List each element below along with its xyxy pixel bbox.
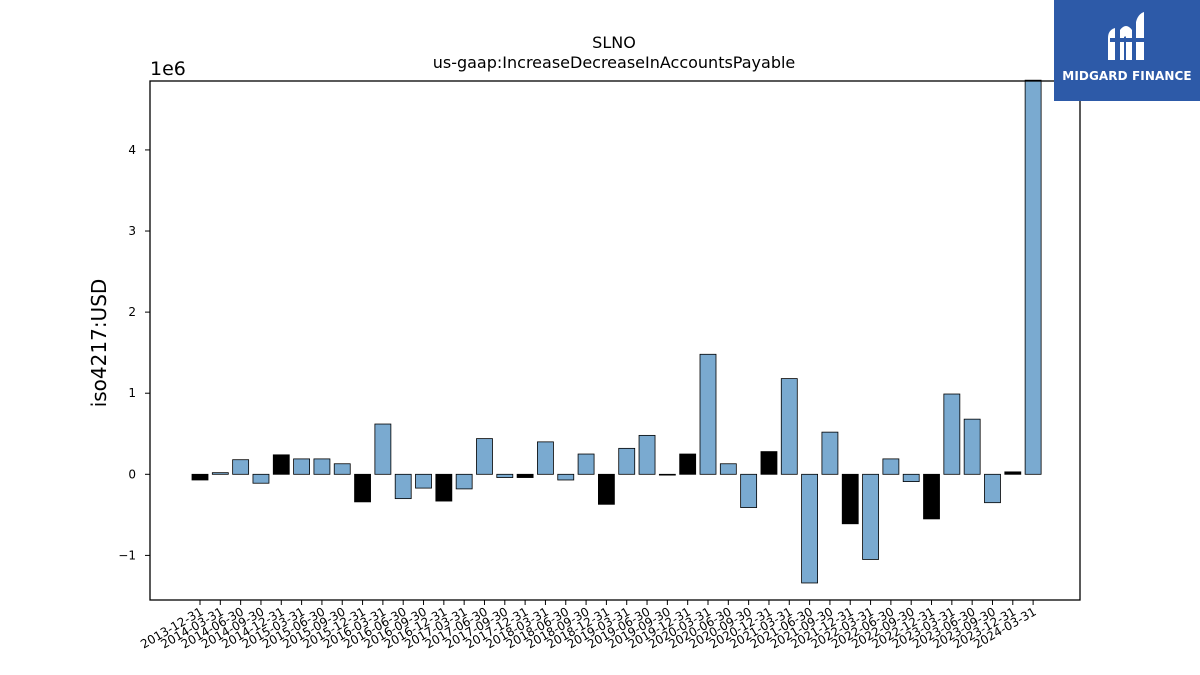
bar-2021-03-31 bbox=[780, 378, 798, 475]
bar-2017-06-30 bbox=[476, 438, 493, 475]
y-tick-label: −1 bbox=[118, 548, 136, 562]
bar-2021-06-30 bbox=[801, 473, 818, 584]
bar-2019-09-30 bbox=[658, 473, 676, 476]
y-tick-label: 3 bbox=[128, 224, 136, 238]
y-axis-label: iso4217:USD bbox=[87, 279, 111, 408]
bar-2024-03-31 bbox=[1024, 79, 1042, 475]
bar-2019-03-31 bbox=[618, 447, 636, 475]
bar-2023-09-30 bbox=[984, 473, 1001, 504]
y-tick-label: 0 bbox=[128, 467, 136, 481]
bar-2013-12-31 bbox=[191, 473, 209, 481]
logo-text: MIDGARD FINANCE bbox=[1062, 69, 1192, 83]
x-ticks: 2013-12-312014-03-312014-06-302014-09-30… bbox=[138, 600, 1039, 651]
chart-title: SLNO bbox=[592, 33, 636, 52]
y-ticks: −1 0 1 2 3 4 bbox=[118, 143, 150, 562]
bar-2016-09-30 bbox=[415, 473, 432, 489]
midgard-finance-logo: MIDGARD FINANCE bbox=[1054, 0, 1200, 101]
bar-2015-03-31 bbox=[293, 458, 311, 475]
bar-2017-03-31 bbox=[455, 473, 473, 490]
bar-2020-06-30 bbox=[719, 463, 737, 475]
bar-2023-03-31 bbox=[943, 393, 961, 475]
bar-2019-06-30 bbox=[638, 434, 656, 475]
bar-2020-12-31 bbox=[760, 451, 778, 475]
bars-layer bbox=[191, 79, 1042, 584]
y-tick-label: 2 bbox=[128, 305, 136, 319]
bar-2018-09-30 bbox=[577, 453, 595, 475]
bar-2014-12-31 bbox=[272, 454, 290, 475]
bar-2015-12-31 bbox=[354, 473, 371, 503]
bar-2020-09-30 bbox=[740, 473, 758, 508]
bar-2020-03-31 bbox=[699, 353, 717, 475]
bar-2016-06-30 bbox=[394, 473, 412, 500]
bar-2016-03-31 bbox=[374, 423, 392, 475]
bar-2018-12-31 bbox=[598, 473, 615, 505]
bar-2015-09-30 bbox=[333, 463, 351, 475]
bar-2014-03-31 bbox=[211, 472, 229, 475]
y-tick-label: 4 bbox=[128, 143, 136, 157]
bar-2023-06-30 bbox=[963, 418, 981, 475]
bar-2017-12-31 bbox=[516, 473, 534, 478]
bar-2014-09-30 bbox=[252, 473, 270, 484]
bar-2021-09-30 bbox=[821, 431, 839, 475]
bar-2022-03-31 bbox=[862, 473, 879, 560]
plot-frame bbox=[149, 80, 1081, 601]
bar-2014-06-30 bbox=[232, 459, 250, 475]
bar-2021-12-31 bbox=[841, 473, 859, 525]
y-axis-offset-label: 1e6 bbox=[150, 58, 186, 80]
bar-2016-12-31 bbox=[435, 473, 453, 502]
bar-2018-03-31 bbox=[537, 441, 554, 475]
midgard-logo-icon bbox=[1108, 12, 1144, 60]
chart-subtitle: us-gaap:IncreaseDecreaseInAccountsPayabl… bbox=[433, 53, 796, 72]
bar-2022-12-31 bbox=[923, 473, 940, 520]
y-tick-label: 1 bbox=[128, 386, 136, 400]
bar-2015-06-30 bbox=[313, 458, 331, 475]
bar-2017-09-30 bbox=[496, 473, 514, 478]
bar-2023-12-31 bbox=[1004, 471, 1022, 475]
bar-2022-06-30 bbox=[882, 458, 900, 475]
bar-2018-06-30 bbox=[557, 473, 575, 481]
bar-2022-09-30 bbox=[902, 473, 920, 482]
bar-2019-12-31 bbox=[679, 453, 697, 475]
